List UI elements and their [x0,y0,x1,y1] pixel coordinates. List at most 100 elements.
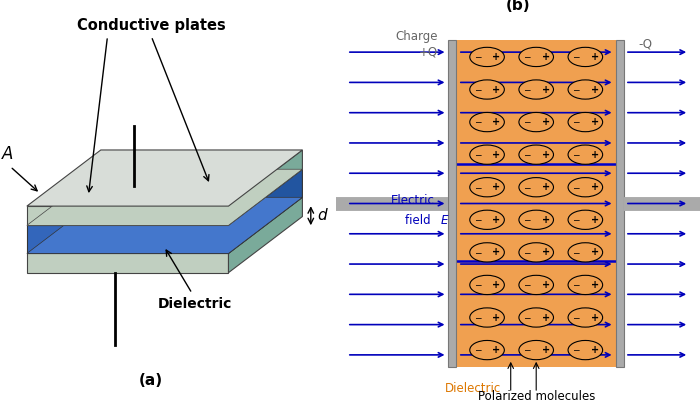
Ellipse shape [470,112,504,132]
Ellipse shape [519,80,554,99]
Ellipse shape [568,340,603,360]
Text: −: − [474,248,482,257]
Text: −: − [523,280,531,290]
Ellipse shape [470,47,504,67]
Text: +: + [591,85,599,95]
Text: −: − [474,215,482,224]
Text: +: + [542,52,550,62]
Text: −: − [474,117,482,127]
Ellipse shape [519,275,554,295]
Text: −: − [523,183,531,192]
Text: +: + [591,52,599,62]
Bar [448,40,456,367]
Text: Dielectric: Dielectric [445,383,501,395]
Text: +: + [493,312,500,322]
Ellipse shape [568,178,603,197]
Text: −: − [572,85,580,94]
Text: −: − [474,313,482,322]
Text: +: + [591,312,599,322]
Text: −: − [572,280,580,290]
Ellipse shape [568,112,603,132]
Text: +: + [493,247,500,257]
Text: +: + [591,117,599,127]
Text: +: + [591,182,599,192]
Text: +: + [493,52,500,62]
Text: E: E [441,214,448,227]
Ellipse shape [568,243,603,262]
Ellipse shape [470,275,504,295]
Text: −: − [523,150,531,159]
Text: −: − [572,150,580,159]
Text: +: + [591,215,599,225]
Text: −: − [474,183,482,192]
Ellipse shape [470,340,504,360]
Text: (a): (a) [139,373,163,388]
Text: −: − [523,53,531,61]
Text: −: − [572,313,580,322]
Ellipse shape [470,210,504,229]
Text: +: + [493,117,500,127]
Ellipse shape [519,243,554,262]
Text: +: + [493,182,500,192]
Ellipse shape [519,340,554,360]
Text: −: − [474,53,482,61]
Text: −: − [474,346,482,354]
Text: −: − [523,117,531,127]
Polygon shape [228,169,302,253]
Ellipse shape [568,275,603,295]
Ellipse shape [470,308,504,327]
Text: −: − [572,183,580,192]
Text: −: − [523,85,531,94]
Text: −: − [474,85,482,94]
Text: +: + [493,280,500,290]
Polygon shape [27,197,302,253]
Text: (b): (b) [505,0,531,13]
Text: −: − [572,215,580,224]
Text: +: + [591,150,599,160]
Ellipse shape [519,47,554,67]
Text: +: + [591,247,599,257]
Text: +: + [493,85,500,95]
Text: -Q: -Q [638,38,652,51]
Text: A: A [1,145,13,163]
Polygon shape [27,253,228,273]
Text: +: + [542,182,550,192]
Ellipse shape [470,178,504,197]
Text: +: + [493,150,500,160]
Text: −: − [474,280,482,290]
Ellipse shape [568,308,603,327]
Text: −: − [523,248,531,257]
Text: −: − [523,313,531,322]
Ellipse shape [519,308,554,327]
Text: −: − [572,346,580,354]
Polygon shape [27,150,302,206]
Ellipse shape [519,112,554,132]
Ellipse shape [568,80,603,99]
Text: Polarized molecules: Polarized molecules [477,390,595,401]
Text: +: + [493,215,500,225]
Text: +: + [542,85,550,95]
Polygon shape [228,150,302,225]
Text: +: + [542,345,550,355]
Polygon shape [228,197,302,273]
Text: +Q: +Q [419,46,438,59]
Text: −: − [523,215,531,224]
Ellipse shape [519,145,554,164]
Text: +: + [542,280,550,290]
Text: d: d [317,208,326,223]
Text: +: + [591,280,599,290]
Text: −: − [474,150,482,159]
Ellipse shape [568,145,603,164]
Ellipse shape [568,47,603,67]
Text: +: + [542,312,550,322]
Text: +: + [493,345,500,355]
Ellipse shape [519,210,554,229]
Ellipse shape [519,178,554,197]
Polygon shape [27,225,228,253]
Ellipse shape [470,80,504,99]
Text: +: + [542,247,550,257]
Text: −: − [572,53,580,61]
Text: −: − [572,117,580,127]
Text: field: field [405,214,434,227]
Text: +: + [591,345,599,355]
